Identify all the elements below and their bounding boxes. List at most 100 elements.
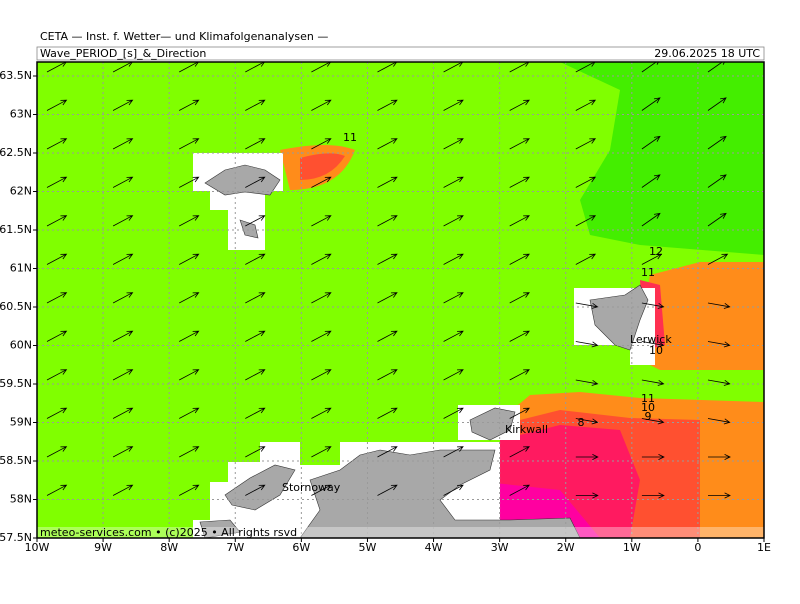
lat-label: 61N xyxy=(10,262,32,275)
arrow xyxy=(112,369,134,381)
lon-label: 2W xyxy=(557,541,575,554)
arrow xyxy=(112,407,134,419)
arrow xyxy=(443,330,464,342)
map-frame xyxy=(36,61,765,539)
lon-label: 9W xyxy=(94,541,112,554)
arrow xyxy=(311,292,332,304)
arrow xyxy=(46,253,68,265)
arrow xyxy=(575,418,599,425)
arrow xyxy=(245,446,266,458)
arrow xyxy=(707,97,727,111)
arrow xyxy=(311,330,332,342)
arrow xyxy=(509,253,530,265)
arrow xyxy=(575,99,597,111)
arrow xyxy=(575,302,599,309)
lat-label: 62.5N xyxy=(0,146,32,159)
arrow xyxy=(112,99,134,111)
arrow xyxy=(707,135,727,150)
arrow xyxy=(708,492,731,499)
lat-label: 60N xyxy=(10,339,32,352)
title: CETA — Inst. f. Wetter— und Klimafolgena… xyxy=(40,30,328,43)
lat-label: 58N xyxy=(10,493,32,506)
arrow xyxy=(311,62,332,73)
lon-label: 8W xyxy=(160,541,178,554)
arrow xyxy=(112,62,133,73)
arrow xyxy=(311,484,332,496)
arrow xyxy=(245,330,266,342)
contour-label: 9 xyxy=(645,410,652,423)
arrow xyxy=(509,407,530,419)
arrow xyxy=(641,379,665,386)
arrow xyxy=(641,62,659,73)
lon-label: 5W xyxy=(359,541,377,554)
arrow xyxy=(311,176,332,188)
period-zone xyxy=(640,262,764,370)
hebrides xyxy=(199,519,241,538)
arrow xyxy=(509,369,530,381)
arrow xyxy=(112,484,134,496)
arrow xyxy=(443,176,464,188)
lat-label: 63N xyxy=(10,108,32,121)
parameter: Wave_PERIOD_[s]_&_Direction xyxy=(40,47,206,60)
arrow xyxy=(509,176,530,188)
contour-label: 8 xyxy=(578,416,585,429)
credit-band xyxy=(37,527,764,538)
contour-label: 12 xyxy=(649,245,663,258)
valid-time: 29.06.2025 18 UTC xyxy=(654,47,760,60)
arrow xyxy=(443,407,464,419)
arrow xyxy=(179,484,200,496)
arrow xyxy=(377,176,398,188)
arrow xyxy=(377,138,398,150)
lat-label: 59.5N xyxy=(0,377,32,390)
arrow xyxy=(46,369,68,381)
arrow xyxy=(311,215,332,227)
arrow xyxy=(179,62,199,73)
arrow xyxy=(179,176,200,188)
arrow xyxy=(179,292,200,304)
lat-label: 60.5N xyxy=(0,300,32,313)
arrow xyxy=(112,253,134,265)
arrow xyxy=(509,138,530,150)
arrow xyxy=(641,418,665,425)
map-field: 11 12 11 10 11 10 9 8 Lerwick Kirkwall S… xyxy=(37,62,764,539)
arrow xyxy=(443,446,464,458)
arrow xyxy=(377,446,398,458)
arrow xyxy=(707,62,726,73)
arrow xyxy=(575,62,596,73)
arrow xyxy=(509,215,530,227)
lat-label: 58.5N xyxy=(0,454,32,467)
place-label: Lerwick xyxy=(630,333,672,346)
arrow xyxy=(245,138,266,150)
arrow xyxy=(443,62,464,73)
axes: 63.5N 63N 62.5N 62N 61.5N 61N 60.5N 60N 59.5N 59N… xyxy=(0,69,771,554)
contour-label: 10 xyxy=(649,344,663,357)
arrow xyxy=(179,99,200,111)
lat-label: 62N xyxy=(10,185,32,198)
arrow xyxy=(245,407,266,419)
arrow xyxy=(377,484,398,496)
arrow xyxy=(311,369,332,381)
arrow xyxy=(707,212,727,227)
arrow xyxy=(575,454,599,460)
arrow xyxy=(641,174,661,188)
arrow xyxy=(245,99,266,111)
arrow xyxy=(245,215,266,227)
arrow xyxy=(443,369,464,381)
lon-label: 4W xyxy=(425,541,443,554)
arrow xyxy=(311,407,332,419)
place-label: Stornoway xyxy=(282,481,341,494)
arrow xyxy=(311,253,332,265)
period-zone xyxy=(560,62,764,255)
arrow xyxy=(245,176,266,188)
arrow xyxy=(377,99,398,111)
arrow xyxy=(46,176,68,188)
arrow xyxy=(46,62,67,73)
arrow xyxy=(641,454,665,460)
arrow xyxy=(46,330,68,342)
arrow xyxy=(311,99,332,111)
credit: meteo-services.com • (c)2025 • All right… xyxy=(40,526,297,539)
arrow xyxy=(179,407,200,419)
arrow xyxy=(707,253,729,265)
arrow xyxy=(377,407,398,419)
arrow xyxy=(509,292,530,304)
